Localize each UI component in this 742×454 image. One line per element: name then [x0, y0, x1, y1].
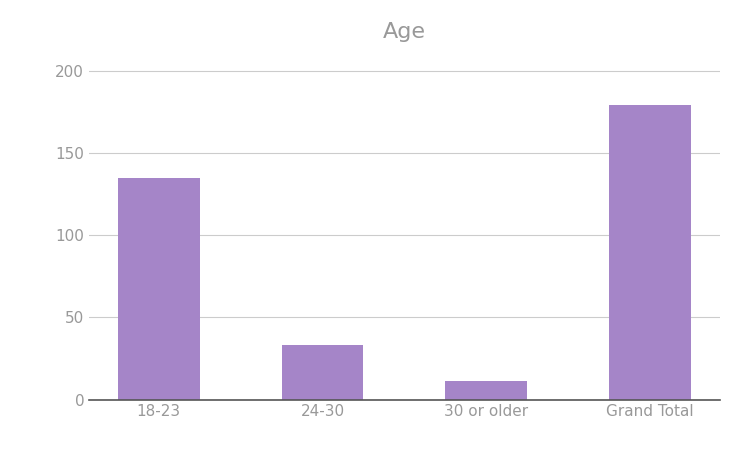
Bar: [118, 178, 200, 400]
Bar: [281, 345, 364, 400]
Title: Age: Age: [383, 22, 426, 42]
Bar: [445, 381, 528, 400]
Bar: [609, 105, 691, 400]
